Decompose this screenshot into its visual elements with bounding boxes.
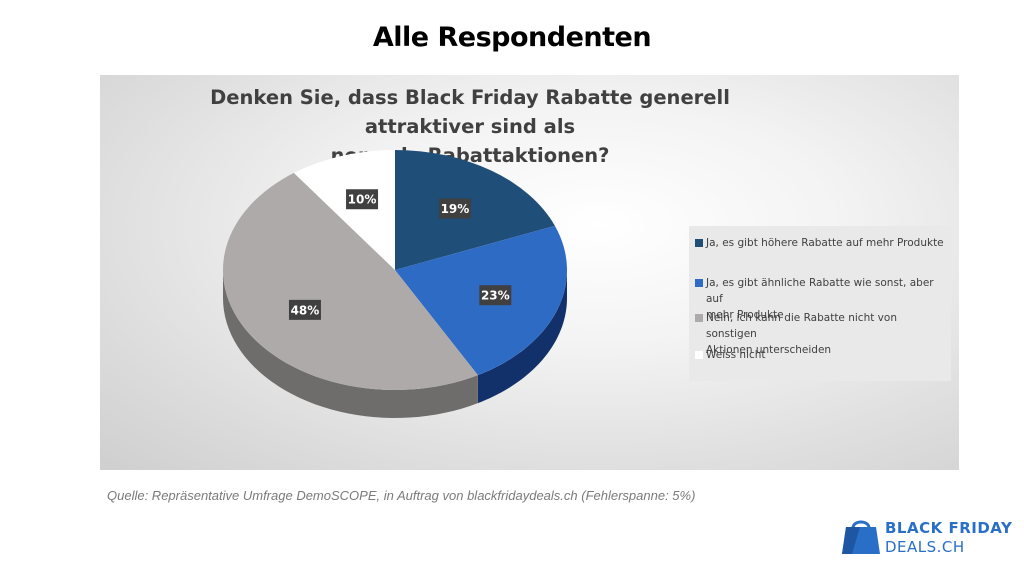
pie-slice-hoehere-rabatte — [395, 150, 555, 270]
shopping-bag-icon — [842, 520, 880, 554]
legend-label: Nein, ich kann die Rabatte nicht von son… — [706, 312, 897, 356]
brand-logo[interactable]: BLACK FRIDAY DEALS.CH — [840, 516, 1013, 560]
pie-side-aehnliche-rabatte — [477, 270, 567, 404]
pie-slices — [222, 150, 567, 391]
legend: Ja, es gibt höhere Rabatte auf mehr Prod… — [689, 226, 951, 381]
pie-side-walls — [223, 270, 567, 418]
legend-swatch — [695, 351, 703, 359]
data-label-hoehere-rabatte: 19% — [438, 198, 471, 219]
legend-swatch — [695, 314, 703, 322]
legend-item-weiss-nicht: Weiss nicht — [695, 347, 947, 363]
chart-title-line-1: Denken Sie, dass Black Friday Rabatte ge… — [210, 86, 730, 138]
brand-name-line-2: DEALS.CH — [885, 538, 965, 556]
legend-swatch — [695, 279, 703, 287]
legend-item-nicht-unterscheiden: Nein, ich kann die Rabatte nicht von son… — [695, 310, 947, 358]
legend-item-hoehere-rabatte: Ja, es gibt höhere Rabatte auf mehr Prod… — [695, 235, 947, 251]
legend-label: Ja, es gibt ähnliche Rabatte wie sonst, … — [706, 277, 934, 321]
page-title: Alle Respondenten — [372, 22, 652, 53]
legend-swatch — [695, 239, 703, 247]
pie-side-nicht-unterscheiden — [223, 270, 478, 418]
data-labels: 19% 23% 48% 10% — [288, 189, 512, 320]
svg-text:10%: 10% — [348, 193, 377, 207]
legend-label: Weiss nicht — [706, 349, 766, 361]
pie-chart: 19% 23% 48% 10% — [222, 150, 567, 418]
pie-slice-nicht-unterscheiden — [222, 172, 478, 391]
chart-area: Denken Sie, dass Black Friday Rabatte ge… — [100, 75, 959, 470]
legend-label: Ja, es gibt höhere Rabatte auf mehr Prod… — [706, 237, 944, 249]
data-label-aehnliche-rabatte: 23% — [479, 285, 512, 306]
legend-item-aehnliche-rabatte: Ja, es gibt ähnliche Rabatte wie sonst, … — [695, 275, 947, 323]
source-note: Quelle: Repräsentative Umfrage DemoSCOPE… — [107, 488, 696, 503]
data-label-weiss-nicht: 10% — [346, 189, 379, 210]
data-label-nicht-unterscheiden: 48% — [288, 299, 321, 320]
svg-text:19%: 19% — [441, 202, 470, 216]
pie-slice-weiss-nicht — [293, 150, 395, 270]
svg-text:23%: 23% — [481, 289, 510, 303]
svg-text:48%: 48% — [291, 303, 320, 317]
brand-name-line-1: BLACK FRIDAY — [885, 519, 1013, 537]
